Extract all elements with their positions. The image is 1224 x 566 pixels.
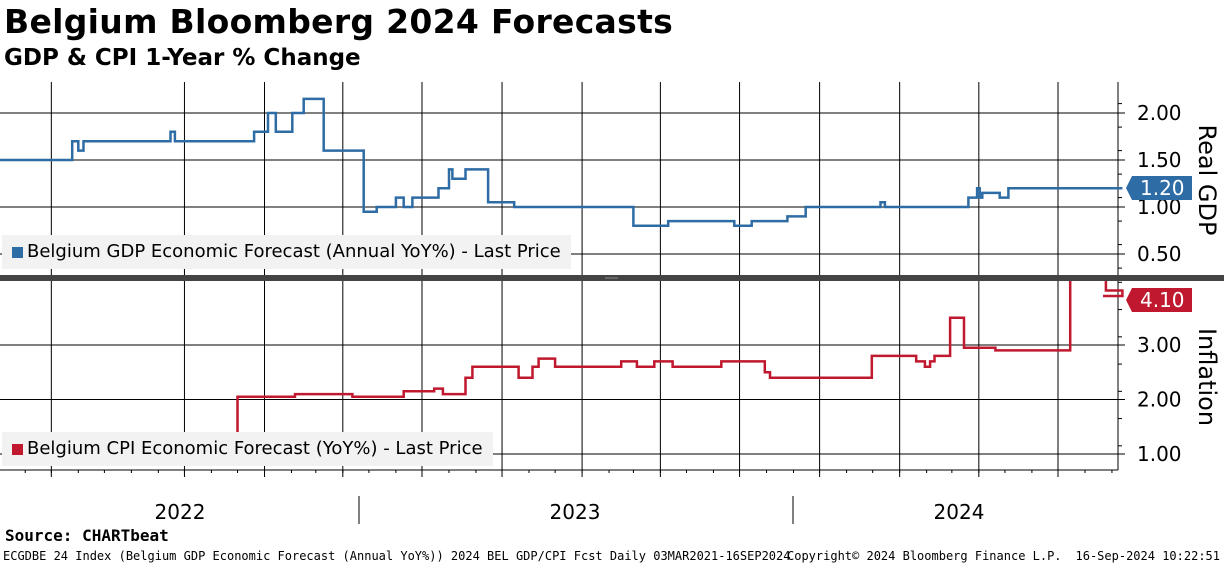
source-note: Source: CHARTbeat [5,526,169,545]
cpi-series-line [78,278,1124,450]
footer-timestamp: 16-Sep-2024 10:22:51 [1075,549,1221,563]
last-value-box [1126,288,1192,312]
y-tick-label: 2.00 [1137,101,1182,125]
y-tick-label: 3.00 [1137,333,1182,357]
cpi-legend-label: Belgium CPI Economic Forecast (YoY%) - L… [27,438,483,459]
x-tick-label: 2024 [934,500,985,524]
gdp-legend: Belgium GDP Economic Forecast (Annual Yo… [2,235,571,269]
last-value-label: 1.20 [1140,176,1185,200]
y-tick-label: 1.50 [1137,148,1182,172]
chart-title: Belgium Bloomberg 2024 Forecasts [4,2,674,41]
footer-ticker: ECGDBE 24 Index (Belgium GDP Economic Fo… [3,549,791,563]
cpi-panel: 1.00 2.00 3.00 4.10 Inflation [0,278,1221,470]
gdp-panel: 0.501.001.502.001.20 Real GDP [0,82,1221,275]
gdp-last-value-tag: 1.20 [1126,176,1192,200]
y-tick-label: 2.00 [1137,388,1182,412]
cpi-legend: Belgium CPI Economic Forecast (YoY%) - L… [2,432,493,466]
chart-subtitle: GDP & CPI 1-Year % Change [4,45,361,71]
last-value-label: 4.10 [1140,288,1185,312]
cpi-legend-swatch [12,444,23,455]
cpi-axis-title: Inflation [1193,328,1221,426]
y-tick-label: 1.00 [1137,442,1182,466]
x-tick-label: 2022 [155,500,206,524]
cpi-last-value-tag: 4.10 [1126,288,1192,312]
footer-copyright: Copyright© 2024 Bloomberg Finance L.P. [787,549,1062,563]
gdp-series-line [0,97,1123,228]
gdp-legend-label: Belgium GDP Economic Forecast (Annual Yo… [27,241,561,262]
gdp-axis-title: Real GDP [1193,125,1221,236]
last-value-box [1126,176,1192,200]
gdp-legend-swatch [12,247,23,258]
y-tick-label: 0.50 [1137,242,1182,266]
x-axis: 2022 2023 2024 [0,469,1118,524]
x-tick-label: 2023 [550,500,601,524]
